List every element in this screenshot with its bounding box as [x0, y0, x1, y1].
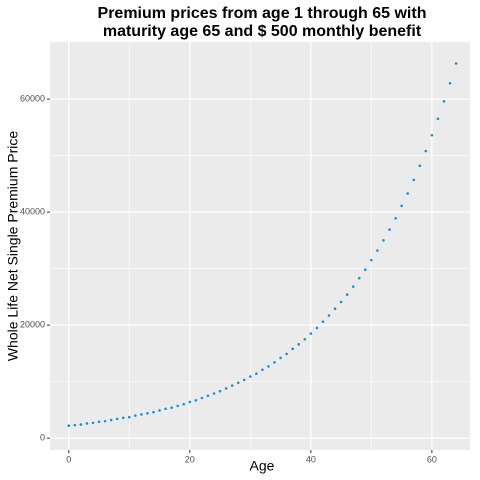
point [194, 398, 198, 402]
point [418, 164, 422, 168]
point [327, 314, 331, 317]
y-tick-label: 60000 [20, 93, 45, 103]
point [200, 396, 204, 400]
point [140, 413, 143, 416]
point [436, 117, 440, 121]
point [152, 410, 155, 414]
point [279, 356, 282, 360]
y-tick-label: 40000 [20, 206, 45, 216]
x-tick-label: 40 [306, 454, 316, 464]
point [91, 421, 95, 425]
point [297, 343, 301, 346]
point [339, 300, 343, 304]
point [230, 384, 234, 387]
point [158, 409, 161, 412]
y-axis-label: Whole Life Net Single Premium Price [5, 131, 21, 362]
point [412, 178, 416, 182]
point [134, 414, 137, 417]
point [212, 392, 216, 395]
point [370, 258, 373, 262]
point [242, 378, 246, 382]
point [448, 81, 452, 85]
y-tick-label: 20000 [20, 319, 45, 329]
point [430, 133, 434, 137]
y-tick-label: 0 [40, 433, 45, 443]
x-axis-label: Age [250, 458, 275, 474]
point [170, 406, 173, 409]
point [388, 228, 391, 231]
point [406, 192, 409, 195]
x-tick-label: 0 [66, 454, 71, 464]
point [376, 249, 379, 252]
point [333, 307, 337, 311]
point [261, 368, 264, 372]
point [400, 204, 403, 208]
point [291, 347, 294, 351]
point [273, 361, 276, 364]
point [164, 407, 167, 411]
point [182, 402, 186, 406]
point [364, 268, 367, 272]
point [454, 62, 458, 65]
point [103, 419, 107, 423]
point [255, 372, 258, 376]
point [218, 389, 222, 393]
point [121, 416, 125, 420]
point [285, 352, 288, 356]
point [79, 423, 83, 426]
point [303, 337, 307, 341]
point [67, 424, 71, 428]
plot-panel [50, 42, 470, 450]
point [321, 320, 325, 324]
chart-title-line: maturity age 65 and $ 500 monthly benefi… [103, 23, 422, 40]
x-tick-label: 20 [185, 454, 195, 464]
point [109, 418, 113, 422]
point [206, 394, 210, 398]
point [115, 417, 119, 421]
point [85, 422, 89, 425]
point [146, 411, 149, 415]
point [97, 420, 101, 424]
chart-title-line: Premium prices from age 1 through 65 wit… [98, 5, 427, 22]
point [424, 149, 428, 153]
point [267, 365, 270, 368]
point [357, 276, 361, 280]
point [236, 381, 240, 385]
point [73, 423, 77, 427]
point [442, 100, 446, 103]
x-tick-label: 60 [427, 454, 437, 464]
point [351, 285, 355, 288]
point [315, 326, 319, 330]
point [224, 387, 228, 390]
point [176, 404, 179, 408]
point [382, 239, 385, 242]
point [309, 332, 313, 335]
point [249, 375, 252, 378]
point [188, 400, 192, 404]
point [345, 293, 349, 296]
point [127, 415, 131, 419]
point [394, 217, 397, 220]
